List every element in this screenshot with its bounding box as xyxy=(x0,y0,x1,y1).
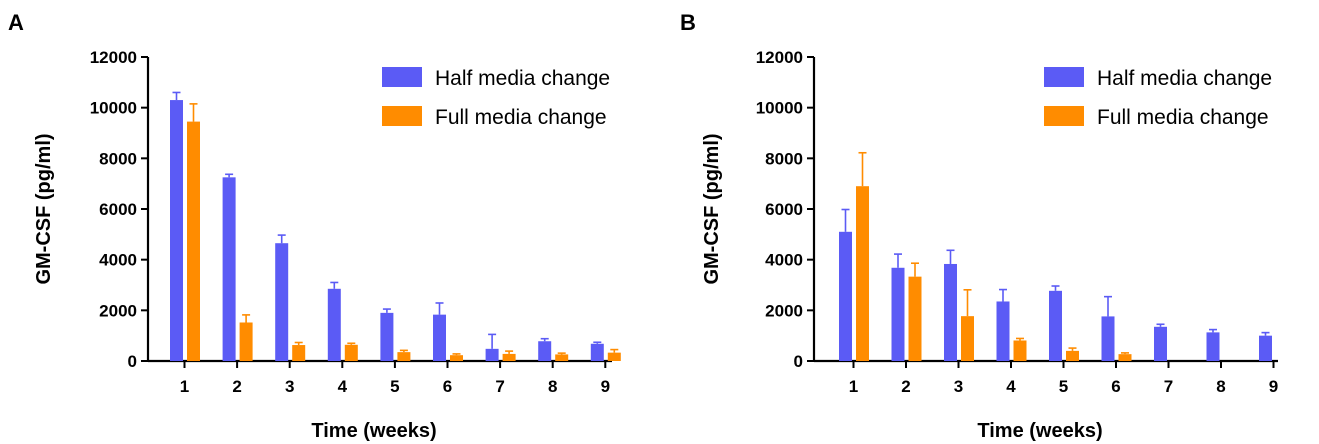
x-tick-label: 6 xyxy=(1111,377,1120,396)
y-tick-label: 0 xyxy=(128,352,137,371)
x-tick-label: 6 xyxy=(443,377,452,396)
y-tick-label: 2000 xyxy=(765,301,803,320)
bar xyxy=(996,301,1010,361)
x-tick-label: 8 xyxy=(1216,377,1225,396)
y-tick-label: 0 xyxy=(794,352,803,371)
bar xyxy=(1013,340,1027,361)
x-tick-label: 8 xyxy=(548,377,557,396)
bar xyxy=(239,322,253,361)
bar xyxy=(292,345,306,361)
x-tick-label: 3 xyxy=(954,377,963,396)
bar xyxy=(856,186,869,361)
y-tick-label: 12000 xyxy=(756,48,803,67)
x-tick-label: 5 xyxy=(390,377,399,396)
bar xyxy=(1066,350,1079,361)
bar xyxy=(433,314,446,361)
y-tick-label: 6000 xyxy=(765,200,803,219)
x-tick-label: 1 xyxy=(180,377,189,396)
bar xyxy=(485,348,499,361)
bar xyxy=(380,312,394,361)
y-tick-label: 4000 xyxy=(99,251,137,270)
bar xyxy=(1259,335,1272,361)
legend-swatch xyxy=(1044,106,1084,126)
bar xyxy=(944,263,957,361)
bar xyxy=(187,121,200,361)
bar xyxy=(344,344,358,361)
x-axis-title: Time (weeks) xyxy=(311,420,436,442)
legend-label: Half media change xyxy=(1097,67,1272,90)
x-tick-label: 4 xyxy=(1006,377,1016,396)
x-tick-label: 7 xyxy=(495,377,504,396)
x-tick-label: 5 xyxy=(1059,377,1068,396)
x-tick-label: 1 xyxy=(849,377,858,396)
y-tick-label: 10000 xyxy=(756,99,803,118)
bar xyxy=(397,352,411,361)
y-tick-label: 8000 xyxy=(765,149,803,168)
panel-b: B 0 2000 4000 6000 8000 10000 12000 1 2 3 4 5 6 7 8 9 Tim… xyxy=(680,10,1278,442)
y-tick-label: 10000 xyxy=(90,99,137,118)
y-axis-title: GM-CSF (pg/ml) xyxy=(701,133,723,284)
bar xyxy=(839,231,852,361)
y-tick-label: 8000 xyxy=(99,149,137,168)
x-tick-label: 3 xyxy=(285,377,294,396)
bar xyxy=(1154,326,1167,361)
x-tick-label: 2 xyxy=(901,377,910,396)
y-tick-label: 12000 xyxy=(90,48,137,67)
bar xyxy=(607,352,621,361)
bar xyxy=(170,100,183,362)
bar xyxy=(275,243,289,361)
legend-swatch xyxy=(382,67,422,87)
bar xyxy=(538,341,552,361)
y-axis-title: GM-CSF (pg/ml) xyxy=(33,133,55,284)
x-tick-label: 2 xyxy=(232,377,241,396)
bar xyxy=(555,354,569,361)
legend-label: Full media change xyxy=(435,106,607,129)
bar xyxy=(1101,316,1115,361)
bar xyxy=(908,276,922,361)
bar xyxy=(891,267,905,361)
x-tick-label: 9 xyxy=(601,377,610,396)
bar xyxy=(1118,354,1132,361)
legend-label: Half media change xyxy=(435,67,610,90)
bar xyxy=(502,353,516,361)
bar xyxy=(590,343,604,361)
legend-label: Full media change xyxy=(1097,106,1269,129)
legend-swatch xyxy=(1044,67,1084,87)
x-tick-label: 7 xyxy=(1164,377,1173,396)
y-tick-label: 2000 xyxy=(99,301,137,320)
y-tick-label: 6000 xyxy=(99,200,137,219)
x-tick-label: 9 xyxy=(1269,377,1278,396)
legend-swatch xyxy=(382,106,422,126)
bar xyxy=(1049,290,1062,361)
panel-a: A 0 2000 4000 6000 8000 10000 12000 1 2 3 4 5 6 7 8 9 Tim… xyxy=(8,10,621,442)
bar xyxy=(222,177,236,361)
bar xyxy=(1206,332,1220,361)
bar xyxy=(450,355,463,361)
x-axis-title: Time (weeks) xyxy=(977,420,1102,442)
bar xyxy=(327,288,341,361)
y-tick-label: 4000 xyxy=(765,251,803,270)
x-tick-label: 4 xyxy=(338,377,348,396)
panel-letter: B xyxy=(680,10,696,35)
bar xyxy=(961,316,974,361)
panel-letter: A xyxy=(8,10,24,35)
